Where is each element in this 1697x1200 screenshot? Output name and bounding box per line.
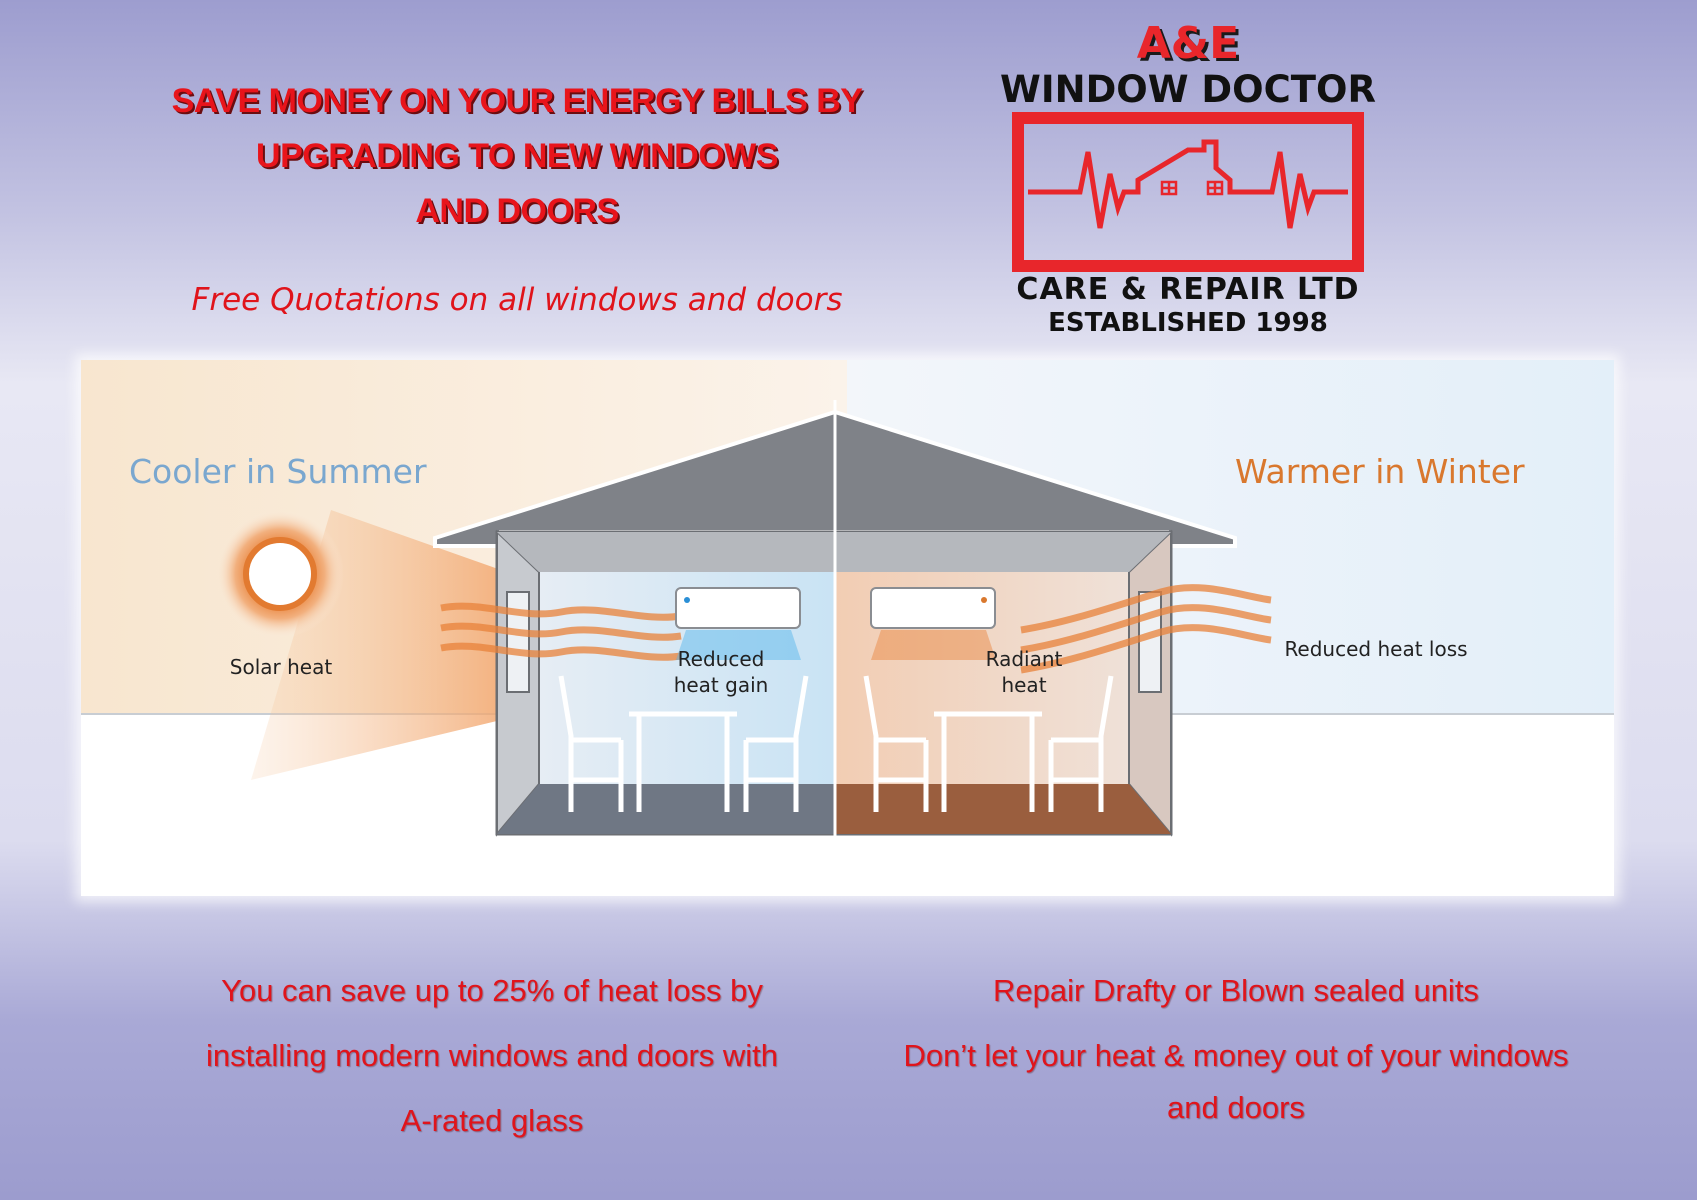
footer-left-line-1: You can save up to 25% of heat loss by [221, 973, 763, 1008]
logo-brand-name: WINDOW DOCTOR [1000, 68, 1376, 111]
headline-line-2: UPGRADING TO NEW WINDOWS [256, 137, 778, 175]
air-conditioner-heat-icon [870, 587, 996, 629]
logo-established: ESTABLISHED 1998 [1048, 308, 1328, 338]
footer-left-line-3: A-rated glass [400, 1103, 584, 1138]
headline: SAVE MONEY ON YOUR ENERGY BILLS BY UPGRA… [117, 74, 917, 239]
footer-right-line-2: Don’t let your heat & money out of your … [903, 1038, 1569, 1073]
footer-right-line-3: and doors [1167, 1090, 1305, 1125]
headline-line-1: SAVE MONEY ON YOUR ENERGY BILLS BY [171, 82, 863, 120]
footer-right-line-1: Repair Drafty or Blown sealed units [993, 973, 1479, 1008]
house-illustration [81, 360, 1614, 896]
logo-heartbeat-house-icon [1012, 112, 1364, 272]
logo-initials: A&E [1136, 18, 1240, 69]
label-line: heat gain [673, 673, 769, 697]
right-window [1138, 591, 1162, 693]
headline-line-3: AND DOORS [415, 192, 619, 230]
air-conditioner-cool-icon [675, 587, 801, 629]
free-quotations-text: Free Quotations on all windows and doors [191, 282, 843, 318]
label-line: heat [1001, 673, 1047, 697]
house-illustration-panel: Cooler in Summer Warmer in Winter Solar … [81, 360, 1614, 896]
footer-right-text: Repair Drafty or Blown sealed units Don’… [856, 958, 1616, 1128]
solar-heat-label: Solar heat [229, 655, 333, 679]
heat-waves-summer [440, 602, 682, 661]
cooler-in-summer-title: Cooler in Summer [129, 452, 427, 491]
radiant-heat-label: Radiant heat [944, 646, 1104, 698]
heat-waves-winter [1020, 584, 1272, 674]
left-window [506, 591, 530, 693]
reduced-heat-loss-label: Reduced heat loss [1284, 637, 1468, 661]
label-line: Radiant [985, 647, 1063, 671]
logo-tagline: CARE & REPAIR LTD [1016, 272, 1360, 307]
footer-left-text: You can save up to 25% of heat loss by i… [142, 958, 842, 1153]
warmer-in-winter-title: Warmer in Winter [1235, 452, 1525, 491]
reduced-heat-gain-label: Reduced heat gain [641, 646, 801, 698]
table-and-chairs [558, 675, 1114, 812]
footer-left-line-2: installing modern windows and doors with [205, 1038, 779, 1073]
label-line: Reduced [677, 647, 765, 671]
